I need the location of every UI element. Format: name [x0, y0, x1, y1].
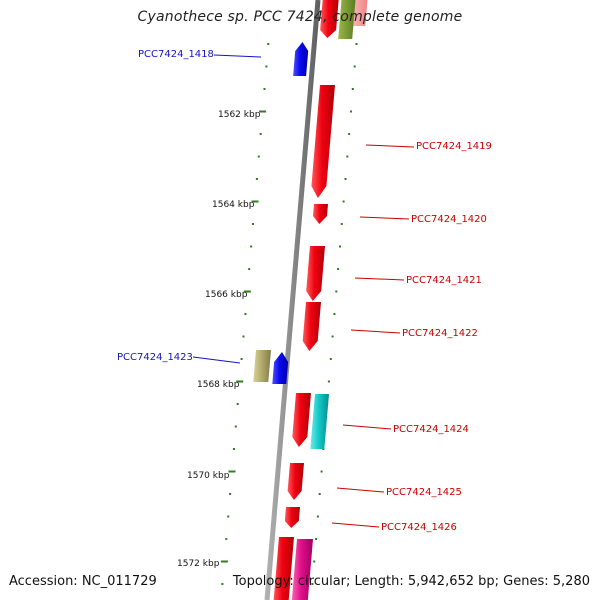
gene-label-PCC7424_1426[interactable]: PCC7424_1426 [381, 522, 457, 533]
scale-tick [335, 290, 338, 293]
scale-tick [232, 448, 235, 450]
scale-label-1572: 1572 kbp [177, 559, 220, 569]
scale-tick [311, 583, 314, 585]
leader-PCC7424_1424 [342, 424, 392, 430]
leader-PCC7424_1419 [365, 144, 415, 148]
leader-PCC7424_1423 [192, 356, 241, 364]
scale-tick [243, 290, 251, 293]
scale-label-1570: 1570 kbp [187, 471, 230, 481]
scale-tick [315, 538, 318, 540]
scale-tick [236, 403, 239, 405]
scale-tick [350, 110, 352, 113]
gene-label-PCC7424_1421[interactable]: PCC7424_1421 [406, 275, 482, 286]
gene-feature-PCC7424_1422[interactable] [302, 302, 321, 351]
scale-tick [248, 268, 251, 270]
gene-label-PCC7424_1425[interactable]: PCC7424_1425 [386, 487, 462, 498]
scale-tick [327, 380, 330, 383]
scale-tick [250, 245, 253, 248]
scale-tick [353, 65, 356, 68]
scale-tick [342, 200, 345, 203]
scale-tick [255, 178, 258, 180]
scale-tick [228, 470, 236, 473]
gene-feature-top-red[interactable] [320, 0, 339, 38]
gene-feature-PCC7424_1419[interactable] [311, 85, 335, 198]
scale-tick [339, 245, 341, 248]
scale-tick [263, 88, 266, 90]
gene-label-PCC7424_1424[interactable]: PCC7424_1424 [393, 424, 469, 435]
leader-PCC7424_1418 [213, 54, 262, 58]
gene-labels: PCC7424_1418 PCC7424_1419 PCC7424_1420 P… [117, 49, 492, 533]
scale-label-1564: 1564 kbp [212, 200, 255, 210]
leader-PCC7424_1422 [350, 329, 401, 334]
scale-tick [259, 133, 262, 135]
label-leader-lines [192, 54, 415, 528]
gene-feature-PCC7424_1418[interactable] [293, 42, 309, 76]
scale-tick [242, 335, 245, 338]
leader-PCC7424_1420 [359, 216, 410, 220]
scale-tick [236, 380, 244, 383]
gene-label-PCC7424_1422[interactable]: PCC7424_1422 [402, 328, 478, 339]
scale-tick [227, 515, 230, 518]
gene-feature-PCC7424_1420[interactable] [313, 204, 328, 224]
scale-tick [351, 88, 354, 90]
scale-tick [313, 560, 316, 563]
scale-tick [267, 43, 270, 45]
genome-backbone [264, 0, 321, 600]
scale-tick [221, 583, 224, 585]
scale-tick [333, 313, 336, 315]
topology-text: Topology: circular; Length: 5,942,652 bp… [232, 574, 590, 589]
scale-tick [240, 358, 243, 360]
gene-feature-bottom-red[interactable] [273, 537, 294, 600]
leader-PCC7424_1426 [331, 522, 380, 528]
scale-tick [355, 43, 358, 45]
scale-tick [346, 155, 349, 158]
leader-PCC7424_1421 [354, 277, 405, 281]
scale-tick [344, 178, 347, 180]
scale-tick [320, 470, 323, 473]
gene-feature-PCC7424_1424[interactable] [292, 393, 311, 447]
gene-features [253, 0, 368, 600]
scale-tick [244, 313, 247, 315]
scale-tick [348, 133, 351, 135]
scale-tick [340, 223, 343, 225]
accession-text: Accession: NC_011729 [9, 574, 157, 589]
scale-tick [257, 155, 260, 158]
scale-labels: 1562 kbp 1564 kbp 1566 kbp 1568 kbp 1570… [177, 110, 261, 569]
scale-tick [259, 110, 267, 113]
scale-tick [220, 560, 228, 563]
scale-label-1562: 1562 kbp [218, 110, 261, 120]
scale-tick [225, 538, 228, 540]
leader-PCC7424_1425 [336, 487, 385, 493]
gene-feature-PCC7424_1423-olive[interactable] [253, 350, 271, 382]
gene-feature-PCC7424_1421[interactable] [306, 246, 325, 301]
gene-feature-PCC7424_1423[interactable] [272, 352, 289, 384]
gene-feature-bottom-magenta[interactable] [291, 539, 313, 600]
scale-tick [229, 493, 232, 495]
scale-label-1568: 1568 kbp [197, 380, 240, 390]
scale-tick [251, 200, 259, 203]
scale-tick [318, 493, 321, 495]
gene-feature-PCC7424_1424-cyan[interactable] [310, 394, 329, 449]
gene-label-PCC7424_1418[interactable]: PCC7424_1418 [138, 49, 214, 60]
scale-tick [316, 515, 319, 518]
page-title: Cyanothece sp. PCC 7424, complete genome [137, 9, 463, 25]
gene-label-PCC7424_1419[interactable]: PCC7424_1419 [416, 141, 492, 152]
scale-label-1566: 1566 kbp [205, 290, 248, 300]
gene-feature-PCC7424_1426[interactable] [284, 507, 300, 528]
scale-tick [337, 268, 340, 270]
gene-feature-top-green[interactable] [338, 0, 356, 39]
scale-tick [252, 223, 254, 225]
scale-tick [234, 425, 237, 428]
scale-tick [329, 358, 332, 360]
scale-tick [331, 335, 334, 338]
scale-tick [265, 65, 268, 68]
gene-label-PCC7424_1420[interactable]: PCC7424_1420 [411, 214, 487, 225]
gene-feature-PCC7424_1425[interactable] [287, 463, 304, 500]
gene-label-PCC7424_1423[interactable]: PCC7424_1423 [117, 352, 193, 363]
